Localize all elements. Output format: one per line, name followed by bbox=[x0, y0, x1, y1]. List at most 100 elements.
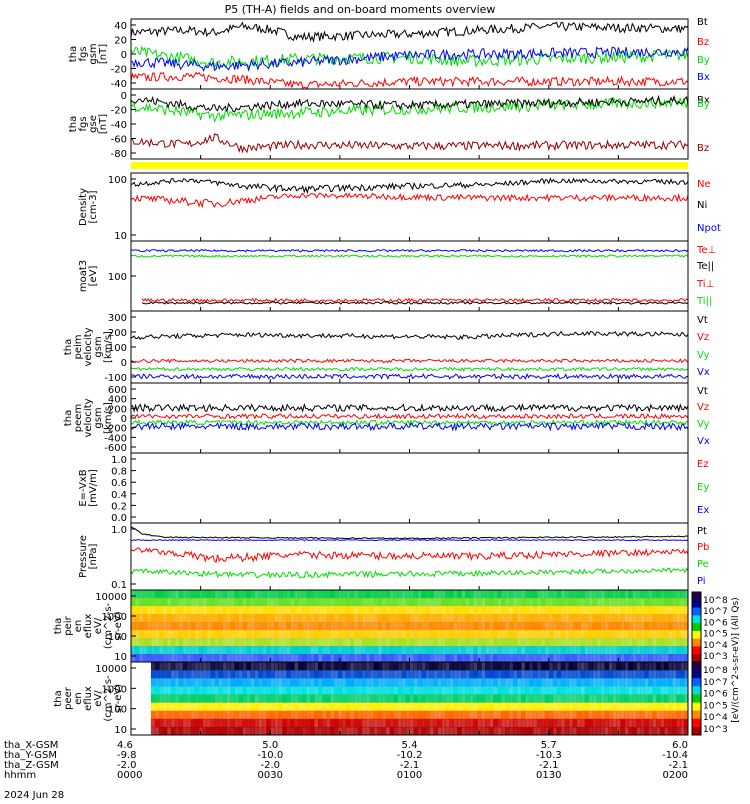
spectrogram-cell bbox=[329, 686, 335, 695]
spectrogram-cell bbox=[461, 622, 466, 631]
spectrogram-cell bbox=[497, 654, 502, 663]
spectrogram-cell bbox=[505, 670, 510, 679]
spectrogram-cell bbox=[668, 710, 673, 720]
spectrogram-cell bbox=[552, 646, 558, 655]
y-axis-label-line: en bbox=[73, 620, 84, 633]
spectrogram-cell bbox=[135, 654, 140, 663]
spectrogram-cell bbox=[636, 726, 641, 736]
spectrogram-cell bbox=[540, 718, 546, 728]
spectrogram-cell bbox=[266, 718, 271, 728]
spectrogram-cell bbox=[548, 606, 554, 615]
spectrogram-cell bbox=[174, 590, 180, 599]
spectrogram-cell bbox=[186, 686, 192, 695]
spectrogram-cell bbox=[413, 606, 418, 615]
spectrogram-cell bbox=[282, 622, 287, 631]
spectrogram-cell bbox=[234, 702, 239, 712]
spectrogram-cell bbox=[640, 694, 645, 703]
spectrogram-cell bbox=[560, 598, 566, 607]
spectrogram-cell bbox=[425, 590, 430, 599]
spectrogram-cell bbox=[672, 670, 677, 679]
spectrogram-cell bbox=[365, 694, 371, 703]
spectrogram-cell bbox=[676, 670, 681, 679]
spectrogram-cell bbox=[194, 726, 200, 736]
spectrogram-cell bbox=[206, 598, 212, 607]
spectrogram-cell bbox=[226, 694, 231, 703]
spectrogram-cell bbox=[174, 678, 180, 687]
spectrogram-cell bbox=[564, 654, 570, 663]
spectrogram-cell bbox=[242, 702, 247, 712]
spectrogram-cell bbox=[314, 702, 319, 712]
spectrogram-cell bbox=[246, 622, 251, 631]
spectrogram-cell bbox=[584, 638, 590, 647]
spectrogram-cell bbox=[318, 638, 323, 647]
spectrogram-cell bbox=[166, 638, 172, 647]
spectrogram-cell bbox=[608, 670, 613, 679]
spectrogram-cell bbox=[174, 662, 180, 671]
spectrogram-cell bbox=[672, 638, 677, 647]
legend-Vx: Vx bbox=[697, 367, 710, 378]
spectrogram-cell bbox=[290, 718, 295, 728]
spectrogram-cell bbox=[286, 662, 291, 671]
spectrogram-cell bbox=[318, 678, 323, 687]
spectrogram-cell bbox=[620, 702, 625, 712]
spectrogram-cell bbox=[146, 630, 152, 639]
spectrogram-cell bbox=[676, 662, 681, 671]
spectrogram-cell bbox=[278, 718, 283, 728]
spectrogram-cell bbox=[596, 718, 601, 728]
y-axis-label-line: [nPa] bbox=[88, 543, 99, 569]
ephemeris-value: -10.0 bbox=[257, 750, 283, 761]
spectrogram-cell bbox=[389, 686, 395, 695]
spectrogram-cell bbox=[604, 606, 609, 615]
spectrogram-cell bbox=[333, 606, 339, 615]
spectrogram-cell bbox=[612, 654, 617, 663]
spectrogram-cell bbox=[337, 718, 343, 728]
ephemeris-value: -2.1 bbox=[400, 760, 420, 771]
spectrogram-cell bbox=[421, 662, 426, 671]
spectrogram-cell bbox=[505, 598, 510, 607]
spectrogram-cell bbox=[214, 710, 220, 720]
spectrogram-cell bbox=[322, 630, 327, 639]
spectrogram-cell bbox=[457, 654, 462, 663]
spectrogram-cell bbox=[393, 678, 399, 687]
spectrogram-cell bbox=[258, 638, 263, 647]
spectrogram-cell bbox=[194, 710, 200, 720]
spectrogram-cell bbox=[254, 646, 259, 655]
spectrogram-cell bbox=[524, 598, 530, 607]
spectrogram-cell bbox=[274, 686, 279, 695]
spectrogram-cell bbox=[572, 702, 578, 712]
spectrogram-cell bbox=[326, 662, 331, 671]
spectrogram-cell bbox=[425, 718, 430, 728]
spectrogram-cell bbox=[206, 654, 212, 663]
spectrogram-cell bbox=[676, 630, 681, 639]
spectrogram-cell bbox=[672, 622, 677, 631]
spectrogram-cell bbox=[449, 702, 454, 712]
spectrogram-cell bbox=[660, 630, 665, 639]
spectrogram-cell bbox=[357, 598, 363, 607]
spectrogram-cell bbox=[449, 678, 454, 687]
spectrogram-cell bbox=[572, 622, 578, 631]
spectrogram-cell bbox=[369, 662, 375, 671]
spectrogram-cell bbox=[528, 670, 534, 679]
spectrogram-cell bbox=[393, 614, 399, 623]
spectrogram-cell bbox=[493, 678, 498, 687]
spectrogram-cell bbox=[445, 694, 450, 703]
spectrogram-cell bbox=[644, 646, 649, 655]
spectrogram-cell bbox=[194, 590, 200, 599]
y-axis-label-line: (cm^2-s- bbox=[103, 675, 114, 722]
spectrogram-cell bbox=[433, 606, 438, 615]
spectrogram-cell bbox=[493, 614, 498, 623]
spectrogram-cell bbox=[190, 614, 196, 623]
spectrogram-cell bbox=[154, 622, 160, 631]
spectrogram-cell bbox=[337, 598, 343, 607]
spectrogram-cell bbox=[397, 622, 403, 631]
spectrogram-cell bbox=[286, 630, 291, 639]
spectrogram-cell bbox=[520, 718, 526, 728]
spectrogram-cell bbox=[453, 590, 458, 599]
spectrogram-cell bbox=[194, 662, 200, 671]
spectrogram-cell bbox=[684, 606, 689, 615]
spectrogram-cell bbox=[540, 678, 546, 687]
spectrogram-cell bbox=[680, 606, 685, 615]
spectrogram-cell bbox=[453, 646, 458, 655]
spectrogram-cell bbox=[421, 654, 426, 663]
spectrogram-cell bbox=[509, 590, 514, 599]
